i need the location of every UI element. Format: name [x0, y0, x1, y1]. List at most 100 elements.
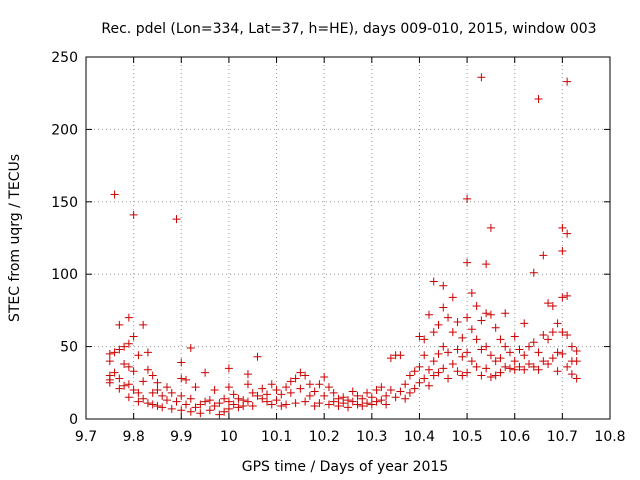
data-point — [382, 400, 391, 409]
data-point — [282, 383, 291, 392]
data-point — [405, 388, 414, 397]
data-point — [339, 399, 348, 408]
data-point — [539, 357, 548, 366]
data-point — [386, 354, 395, 363]
data-point — [143, 365, 152, 374]
data-point — [444, 313, 453, 322]
data-point — [305, 391, 314, 400]
data-point — [558, 293, 567, 302]
data-point — [529, 268, 538, 277]
data-point — [120, 359, 129, 368]
data-point — [177, 391, 186, 400]
y-tick-label: 250 — [51, 50, 78, 66]
data-point — [329, 388, 338, 397]
data-point — [486, 223, 495, 232]
data-point — [486, 373, 495, 382]
data-point — [453, 345, 462, 354]
data-point — [444, 374, 453, 383]
data-point — [391, 393, 400, 402]
x-tick-label: 10.6 — [499, 429, 530, 445]
data-point — [544, 335, 553, 344]
data-point — [453, 367, 462, 376]
data-point — [544, 299, 553, 308]
x-tick-label: 10.7 — [547, 429, 578, 445]
grid-layer — [86, 57, 610, 419]
data-point — [210, 386, 219, 395]
data-point — [215, 399, 224, 408]
data-point — [110, 190, 119, 199]
data-point — [115, 320, 124, 329]
data-point — [515, 362, 524, 371]
data-point — [215, 410, 224, 419]
data-point — [248, 401, 257, 410]
data-point — [434, 320, 443, 329]
data-point — [415, 332, 424, 341]
data-point — [267, 400, 276, 409]
data-point — [324, 383, 333, 392]
data-point — [320, 391, 329, 400]
data-point — [205, 406, 214, 415]
data-point — [472, 362, 481, 371]
data-point — [463, 194, 472, 203]
data-point — [477, 316, 486, 325]
data-point — [344, 396, 352, 405]
data-point — [277, 390, 286, 399]
data-point — [529, 362, 538, 371]
data-point — [334, 401, 343, 410]
data-point — [110, 348, 119, 357]
data-point — [172, 215, 181, 224]
tick-layer: 9.7 9.8 9.9 10 10.1 10.2 10.3 10.4 10.5 10.6 10.7 1… — [51, 50, 625, 445]
data-point — [358, 401, 367, 410]
data-point — [153, 386, 162, 395]
x-tick-label: 10.5 — [452, 429, 483, 445]
data-point — [315, 380, 324, 389]
data-point — [558, 223, 567, 232]
data-point — [534, 365, 543, 374]
data-point — [420, 351, 429, 360]
data-point — [548, 354, 557, 363]
data-point — [305, 380, 314, 389]
data-point — [124, 393, 133, 402]
data-point — [201, 397, 210, 406]
data-point — [482, 342, 491, 351]
data-point — [429, 371, 438, 380]
data-point — [510, 332, 519, 341]
data-point — [143, 399, 152, 408]
data-point — [263, 390, 272, 399]
data-point — [158, 403, 167, 412]
data-point — [429, 357, 438, 366]
data-point — [124, 380, 133, 389]
data-point — [129, 210, 138, 219]
data-point — [463, 313, 472, 322]
data-point — [296, 368, 305, 377]
data-point — [567, 342, 576, 351]
data-point — [115, 345, 124, 354]
x-tick-label: 10.1 — [261, 429, 292, 445]
data-point — [401, 394, 410, 403]
data-point — [315, 399, 324, 408]
data-point — [448, 293, 457, 302]
data-point — [172, 397, 181, 406]
data-point — [353, 400, 362, 409]
data-point — [567, 370, 576, 379]
data-point — [115, 374, 124, 383]
data-point — [363, 388, 372, 397]
data-point — [405, 371, 414, 380]
data-point — [410, 384, 419, 393]
data-point — [377, 396, 386, 405]
data-point — [472, 335, 481, 344]
data-point — [105, 378, 114, 387]
data-point — [253, 391, 262, 400]
data-point — [272, 396, 281, 405]
data-point — [353, 391, 362, 400]
data-point — [182, 375, 191, 384]
data-point — [191, 383, 200, 392]
data-point — [415, 362, 424, 371]
data-point — [529, 338, 538, 347]
data-point — [243, 380, 252, 389]
data-point — [458, 352, 467, 361]
data-point — [286, 388, 295, 397]
data-point — [463, 258, 472, 267]
data-point — [558, 247, 567, 256]
